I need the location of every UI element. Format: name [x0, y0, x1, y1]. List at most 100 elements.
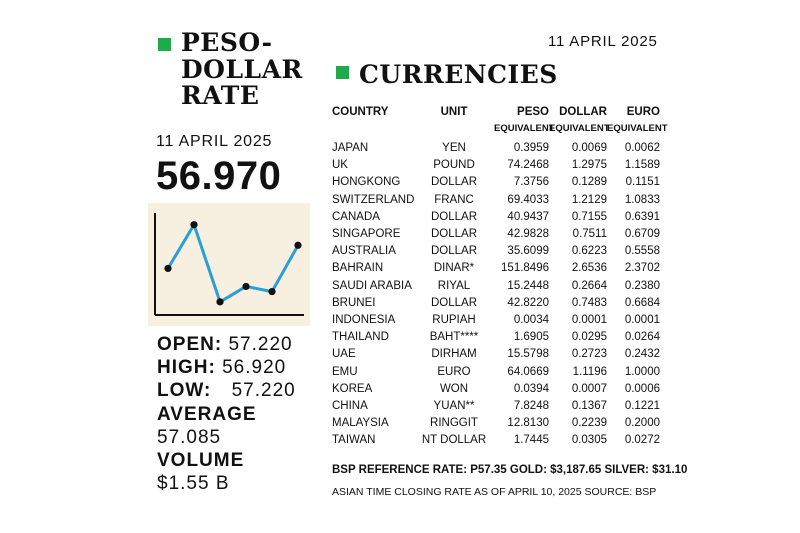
rate-stats: OPEN: 57.220 HIGH: 56.920 LOW: 57.220 AV… — [157, 333, 296, 495]
unit-cell: RIYAL — [437, 279, 471, 292]
peso-dollar-title: PESO- DOLLAR RATE — [181, 29, 303, 110]
subheader-euro: EQUIVALENT — [607, 123, 668, 134]
unit-cell: EURO — [437, 365, 471, 378]
peso-cell: 151.8496 — [501, 262, 549, 275]
rate-series-line — [166, 223, 300, 304]
high-label: HIGH: — [157, 357, 216, 379]
currencies-table: COUNTRY UNIT PESO DOLLAR EURO EQUIVALENT… — [332, 102, 668, 450]
dollar-cell: 0.2664 — [571, 279, 607, 292]
low-label: LOW: — [157, 380, 212, 402]
table-row: UK POUND 74.2468 1.2975 1.1589 — [332, 157, 660, 174]
rate-chart-svg — [154, 213, 304, 316]
header-peso: PESO — [517, 106, 549, 118]
average-value: 57.085 — [157, 426, 222, 448]
dollar-cell: 0.7483 — [571, 296, 607, 309]
table-row: MALAYSIA RINGGIT 12.8130 0.2239 0.2000 — [332, 415, 660, 432]
dollar-cell: 0.0295 — [571, 331, 607, 344]
subheader-unit — [414, 122, 494, 140]
dollar-cell: 0.1367 — [571, 400, 607, 413]
table-row: THAILAND BAHT**** 1.6905 0.0295 0.0264 — [332, 329, 660, 346]
peso-cell: 42.9828 — [507, 228, 549, 241]
currencies-title: CURRENCIES — [359, 60, 558, 89]
currencies-date: 11 APRIL 2025 — [548, 33, 658, 50]
table-row: JAPAN YEN 0.3959 0.0069 0.0062 — [332, 140, 660, 157]
country-cell: THAILAND — [332, 331, 389, 344]
euro-cell: 0.0062 — [624, 142, 660, 154]
dollar-cell: 0.1289 — [571, 176, 607, 189]
peso-cell: 0.0394 — [513, 382, 549, 395]
country-cell: TAIWAN — [332, 434, 376, 447]
unit-cell: YEN — [442, 142, 466, 154]
rate-chart — [148, 203, 310, 326]
euro-cell: 0.2432 — [624, 348, 660, 361]
header-unit: UNIT — [440, 106, 468, 118]
euro-cell: 0.0001 — [624, 314, 660, 327]
table-row: SINGAPORE DOLLAR 42.9828 0.7511 0.6709 — [332, 226, 660, 243]
current-rate: 56.970 — [156, 154, 282, 198]
country-cell: MALAYSIA — [332, 417, 389, 430]
table-row: HONGKONG DOLLAR 7.3756 0.1289 0.1151 — [332, 174, 660, 191]
unit-cell: DIRHAM — [431, 348, 477, 361]
country-cell: INDONESIA — [332, 314, 396, 327]
country-cell: UK — [332, 159, 348, 172]
peso-cell: 35.6099 — [507, 245, 549, 258]
dollar-cell: 0.2723 — [571, 348, 607, 361]
open-label: OPEN: — [157, 334, 223, 355]
euro-cell: 0.6709 — [624, 228, 660, 241]
country-cell: JAPAN — [332, 142, 369, 154]
table-row: TAIWAN NT DOLLAR 1.7445 0.0305 0.0272 — [332, 432, 660, 449]
table-subheader-row: EQUIVALENT EQUIVALENT EQUIVALENT — [332, 122, 668, 140]
peso-cell: 1.7445 — [513, 434, 549, 447]
dollar-cell: 0.7511 — [572, 228, 607, 241]
euro-cell: 2.3702 — [624, 262, 660, 275]
euro-cell: 0.2000 — [624, 417, 660, 430]
rate-data-point — [268, 287, 276, 296]
header-euro: EURO — [626, 106, 660, 118]
euro-cell: 0.6684 — [624, 296, 660, 309]
peso-cell: 7.8248 — [513, 400, 549, 413]
rate-data-point — [216, 298, 224, 306]
peso-cell: 15.2448 — [507, 279, 549, 292]
open-value: 57.220 — [228, 334, 293, 355]
peso-cell: 40.9437 — [507, 210, 549, 223]
rate-data-point — [294, 241, 302, 249]
country-cell: AUSTRALIA — [332, 245, 396, 258]
unit-cell: DOLLAR — [430, 296, 478, 309]
euro-cell: 0.1221 — [624, 400, 660, 413]
unit-cell: DOLLAR — [430, 176, 478, 189]
dollar-cell: 1.1196 — [572, 365, 607, 378]
table-row: BAHRAIN DINAR* 151.8496 2.6536 2.3702 — [332, 260, 660, 277]
peso-cell: 12.8130 — [507, 417, 549, 430]
euro-cell: 0.0006 — [624, 382, 660, 395]
rate-data-point — [242, 282, 250, 291]
rate-data-point — [190, 221, 198, 229]
peso-cell: 1.6905 — [513, 331, 549, 344]
unit-cell: FRANC — [434, 193, 474, 206]
euro-cell: 0.6391 — [624, 210, 660, 223]
table-row: EMU EURO 64.0669 1.1196 1.0000 — [332, 364, 660, 381]
dollar-cell: 2.6536 — [571, 262, 607, 275]
peso-cell: 0.0034 — [513, 314, 549, 327]
table-row: SWITZERLAND FRANC 69.4033 1.2129 1.0833 — [332, 192, 660, 209]
subheader-dollar: EQUIVALENT — [549, 123, 610, 134]
unit-cell: RUPIAH — [432, 314, 476, 327]
title-line-2: DOLLAR — [181, 54, 303, 84]
open-stat: OPEN: 57.220 — [157, 333, 296, 356]
unit-cell: DOLLAR — [430, 245, 478, 258]
country-cell: KOREA — [332, 382, 373, 395]
peso-cell: 64.0669 — [507, 365, 549, 378]
rate-date: 11 APRIL 2025 — [156, 133, 273, 150]
table-header-row: COUNTRY UNIT PESO DOLLAR EURO — [332, 102, 660, 122]
euro-cell: 1.0833 — [624, 193, 660, 206]
peso-cell: 74.2468 — [507, 159, 549, 172]
country-cell: CHINA — [332, 400, 368, 413]
title-line-3: RATE — [181, 81, 260, 110]
table-row: SAUDI ARABIA RIYAL 15.2448 0.2664 0.2380 — [332, 278, 660, 295]
table-row: UAE DIRHAM 15.5798 0.2723 0.2432 — [332, 346, 660, 363]
header-dollar: DOLLAR — [559, 106, 607, 118]
country-cell: SWITZERLAND — [332, 193, 415, 206]
peso-cell: 15.5798 — [507, 348, 549, 361]
table-row: INDONESIA RUPIAH 0.0034 0.0001 0.0001 — [332, 312, 660, 329]
euro-cell: 0.0272 — [624, 434, 660, 447]
title-marker-square — [158, 38, 171, 51]
